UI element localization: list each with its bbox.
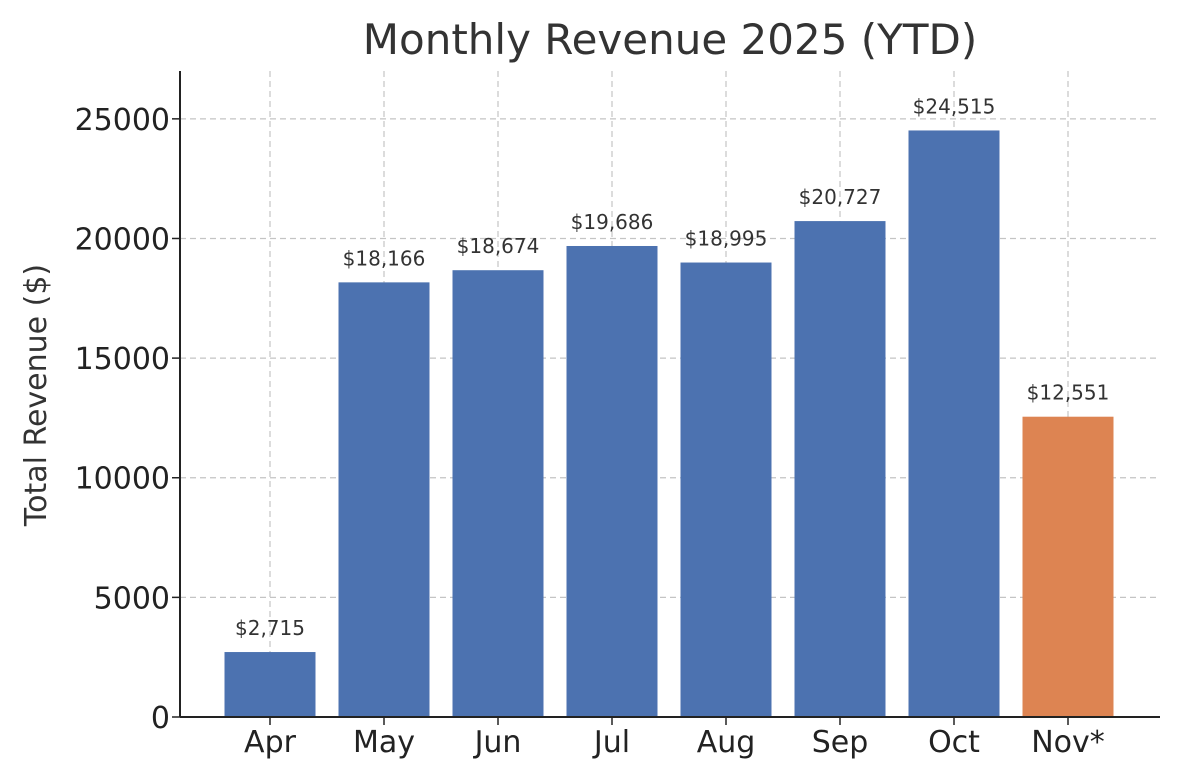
data-label: $19,686 [571, 210, 654, 234]
y-tick-label: 0 [151, 701, 170, 736]
chart-title: Monthly Revenue 2025 (YTD) [363, 15, 977, 64]
x-tick-label: May [353, 725, 415, 760]
y-tick-label: 15000 [75, 342, 170, 377]
y-tick-label: 20000 [75, 222, 170, 257]
bar-may [338, 282, 430, 717]
y-tick-label: 5000 [94, 581, 170, 616]
data-label: $12,551 [1027, 381, 1110, 405]
axis-layer: 0 5000 10000 15000 20000 25000 Apr May Jun Jul Aug… [75, 71, 1160, 760]
x-tick-label: Apr [244, 725, 297, 760]
x-tick-label: Jun [473, 725, 522, 760]
bar-nov [1022, 416, 1114, 717]
data-label: $2,715 [235, 616, 305, 640]
x-tick-label: Aug [697, 725, 756, 760]
bar-apr [224, 652, 316, 717]
y-axis-label: Total Revenue ($) [19, 264, 54, 527]
bar-sep [794, 221, 886, 717]
x-tick-label: Oct [928, 725, 980, 760]
data-label: $18,995 [685, 227, 768, 251]
data-label: $18,674 [457, 234, 540, 258]
x-tick-label: Sep [812, 725, 869, 760]
y-tick-label: 10000 [75, 462, 170, 497]
grid-layer [180, 71, 1160, 717]
x-tick-label: Jul [592, 725, 630, 760]
bar-aug [680, 262, 772, 717]
data-label-layer: $2,715 $18,166 $18,674 $19,686 $18,995 $20,72… [235, 94, 1109, 640]
bar-layer [224, 130, 1114, 718]
bar-jul [566, 245, 658, 718]
bar-jun [452, 270, 544, 717]
bar-oct [908, 130, 1000, 717]
data-label: $20,727 [799, 185, 882, 209]
x-tick-label: Nov* [1031, 725, 1105, 760]
data-label: $18,166 [343, 246, 426, 270]
y-tick-label: 25000 [75, 103, 170, 138]
data-label: $24,515 [913, 94, 996, 118]
